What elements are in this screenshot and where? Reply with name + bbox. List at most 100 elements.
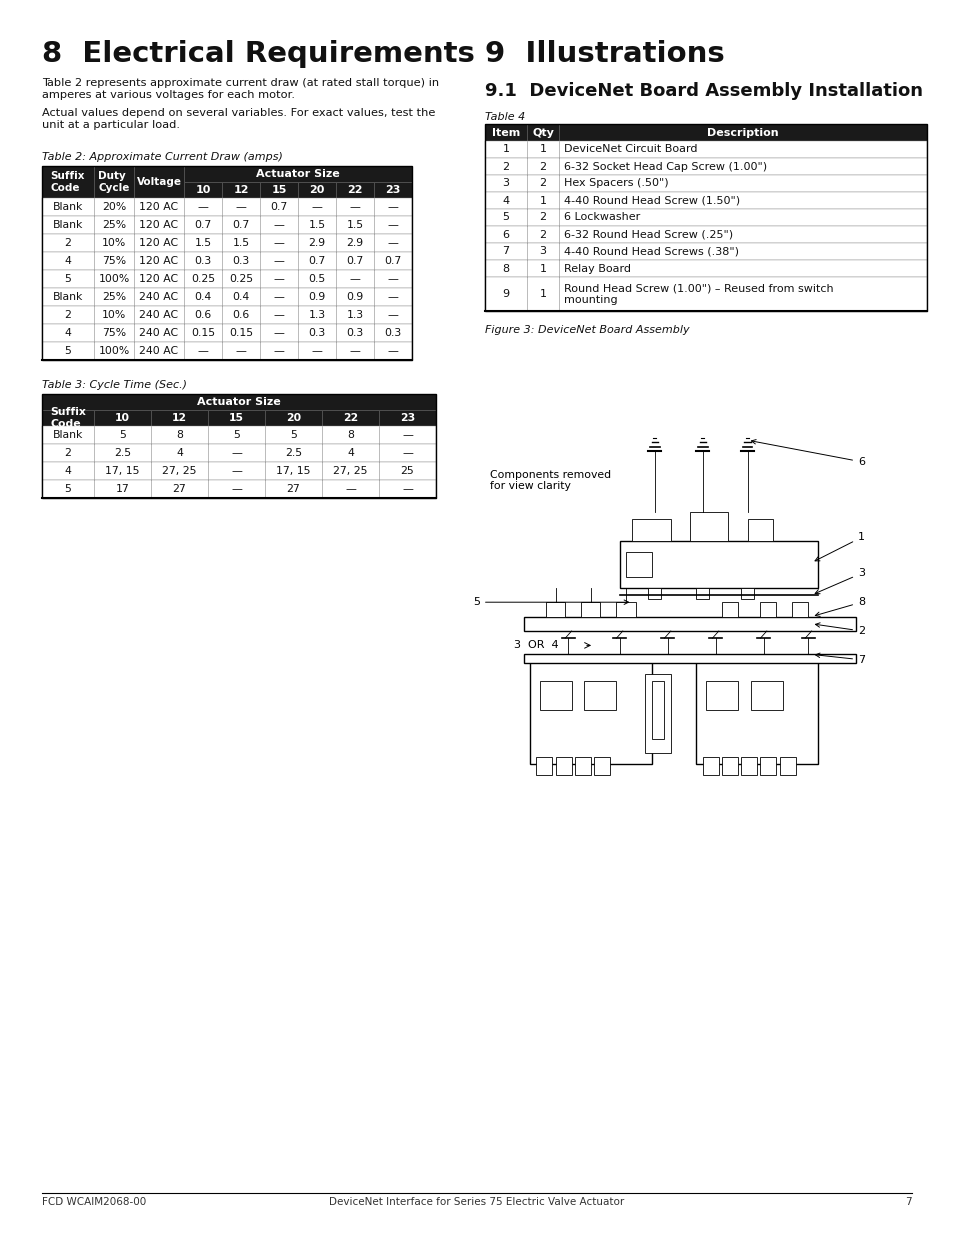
Text: —: — xyxy=(349,274,360,284)
Bar xyxy=(42,480,436,498)
Text: Table 2 represents approximate current draw (at rated stall torque) in
amperes a: Table 2 represents approximate current d… xyxy=(42,78,438,100)
Bar xyxy=(484,226,926,243)
Bar xyxy=(42,426,436,445)
Text: 1: 1 xyxy=(539,195,546,205)
Bar xyxy=(222,182,260,198)
Text: 2: 2 xyxy=(65,238,71,248)
Text: 0.25: 0.25 xyxy=(229,274,253,284)
Bar xyxy=(792,603,807,616)
Text: 27, 25: 27, 25 xyxy=(333,466,367,475)
Bar xyxy=(625,552,651,577)
Text: —: — xyxy=(387,291,398,303)
Text: 4-40 Round Head Screws (.38"): 4-40 Round Head Screws (.38") xyxy=(563,247,739,257)
Bar xyxy=(484,261,926,277)
Text: FCD WCAIM2068-00: FCD WCAIM2068-00 xyxy=(42,1197,146,1207)
Bar xyxy=(484,141,926,158)
Bar xyxy=(539,682,571,710)
Bar xyxy=(42,342,412,359)
Text: 120 AC: 120 AC xyxy=(139,256,178,266)
Bar xyxy=(322,410,378,426)
Text: —: — xyxy=(274,310,284,320)
Text: 120 AC: 120 AC xyxy=(139,203,178,212)
Text: 1.5: 1.5 xyxy=(194,238,212,248)
Bar xyxy=(536,757,552,776)
Text: 2.5: 2.5 xyxy=(113,448,131,458)
Text: 8: 8 xyxy=(176,430,183,440)
Text: 12: 12 xyxy=(172,412,187,424)
Text: —: — xyxy=(349,203,360,212)
Text: Blank: Blank xyxy=(52,203,83,212)
Text: 5: 5 xyxy=(502,212,509,222)
Text: 2: 2 xyxy=(65,448,71,458)
Bar xyxy=(696,588,708,599)
Bar xyxy=(594,757,609,776)
Text: 8: 8 xyxy=(502,263,509,273)
Text: DeviceNet Interface for Series 75 Electric Valve Actuator: DeviceNet Interface for Series 75 Electr… xyxy=(329,1197,624,1207)
Bar xyxy=(484,277,926,311)
Bar xyxy=(484,243,926,261)
Text: 120 AC: 120 AC xyxy=(139,238,178,248)
Text: Qty: Qty xyxy=(532,127,554,137)
Bar xyxy=(265,410,322,426)
Text: Table 3: Cycle Time (Sec.): Table 3: Cycle Time (Sec.) xyxy=(42,380,187,390)
Bar xyxy=(335,182,374,198)
Text: 0.9: 0.9 xyxy=(346,291,363,303)
Bar xyxy=(94,165,133,198)
Bar xyxy=(545,603,564,616)
Bar xyxy=(260,182,297,198)
Text: 2.9: 2.9 xyxy=(346,238,363,248)
Bar xyxy=(721,757,738,776)
Bar xyxy=(555,757,571,776)
Bar xyxy=(42,288,412,306)
Text: —: — xyxy=(387,274,398,284)
Bar xyxy=(42,252,412,270)
Bar xyxy=(42,216,412,233)
Text: Actuator Size: Actuator Size xyxy=(197,396,280,408)
Text: 8: 8 xyxy=(347,430,354,440)
Text: 17, 15: 17, 15 xyxy=(105,466,139,475)
Bar xyxy=(484,124,926,311)
Text: 1.5: 1.5 xyxy=(233,238,250,248)
Text: 0.3: 0.3 xyxy=(194,256,212,266)
Bar xyxy=(42,324,412,342)
Text: 10: 10 xyxy=(115,412,130,424)
Bar xyxy=(618,541,817,588)
Text: 6 Lockwasher: 6 Lockwasher xyxy=(563,212,639,222)
Text: Components removed
for view clarity: Components removed for view clarity xyxy=(490,469,611,492)
Bar xyxy=(689,513,728,541)
Bar xyxy=(42,233,412,252)
Text: Suffix
Code: Suffix Code xyxy=(50,408,86,429)
Text: —: — xyxy=(231,466,242,475)
Text: Blank: Blank xyxy=(52,220,83,230)
Text: 8: 8 xyxy=(815,598,864,616)
Text: 0.7: 0.7 xyxy=(384,256,401,266)
Text: 25%: 25% xyxy=(102,220,126,230)
Text: 10%: 10% xyxy=(102,310,126,320)
Bar xyxy=(484,175,926,191)
Bar xyxy=(721,603,738,616)
Text: 0.3: 0.3 xyxy=(308,329,325,338)
Text: 0.6: 0.6 xyxy=(233,310,250,320)
Text: 2: 2 xyxy=(538,212,546,222)
Text: 12: 12 xyxy=(233,185,249,195)
Text: 5: 5 xyxy=(233,430,240,440)
Bar xyxy=(378,410,436,426)
Text: Relay Board: Relay Board xyxy=(563,263,630,273)
Text: —: — xyxy=(387,346,398,356)
Bar xyxy=(42,165,94,198)
Bar xyxy=(484,124,526,141)
Text: 4: 4 xyxy=(65,256,71,266)
Bar xyxy=(208,410,265,426)
Text: —: — xyxy=(387,220,398,230)
Bar xyxy=(779,757,795,776)
Text: 1.3: 1.3 xyxy=(346,310,363,320)
Text: 2.9: 2.9 xyxy=(308,238,325,248)
Text: 9  Illustrations: 9 Illustrations xyxy=(484,40,724,68)
Bar xyxy=(42,410,94,426)
Text: —: — xyxy=(231,484,242,494)
Text: 1.3: 1.3 xyxy=(308,310,325,320)
Bar xyxy=(740,588,753,599)
Text: 240 AC: 240 AC xyxy=(139,329,178,338)
Text: —: — xyxy=(274,291,284,303)
Text: 4: 4 xyxy=(176,448,183,458)
